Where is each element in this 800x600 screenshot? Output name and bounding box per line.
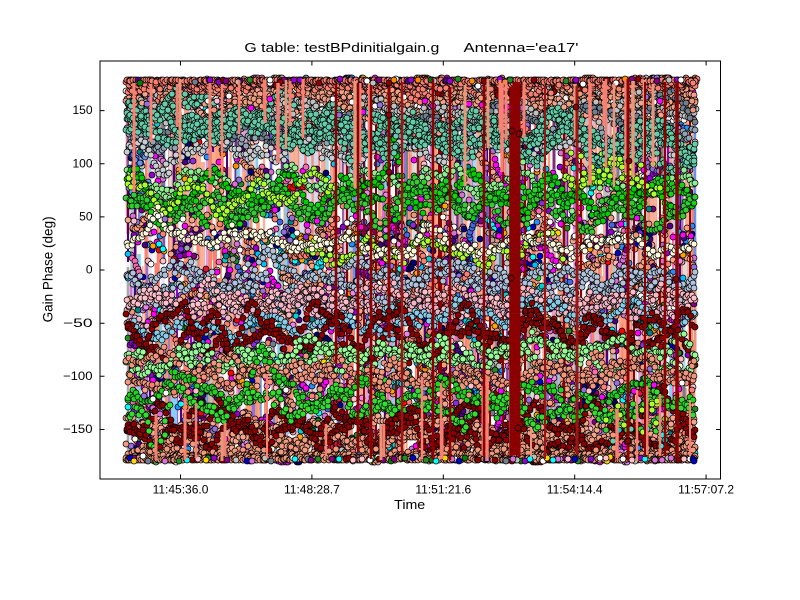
svg-text:11:57:07.2: 11:57:07.2 <box>678 483 734 497</box>
svg-text:100: 100 <box>72 156 92 170</box>
svg-text:11:45:36.0: 11:45:36.0 <box>153 483 209 497</box>
svg-text:0: 0 <box>86 263 93 277</box>
svg-text:Antenna='ea17': Antenna='ea17' <box>464 40 579 55</box>
svg-text:Time: Time <box>394 497 425 512</box>
svg-text:−50: −50 <box>63 316 93 330</box>
svg-text:150: 150 <box>72 103 92 117</box>
svg-text:50: 50 <box>79 210 93 224</box>
svg-text:11:48:28.7: 11:48:28.7 <box>284 483 340 497</box>
svg-text:11:54:14.4: 11:54:14.4 <box>547 483 603 497</box>
svg-text:11:51:21.6: 11:51:21.6 <box>415 483 471 497</box>
svg-text:G table: testBPdinitialgain.g: G table: testBPdinitialgain.g <box>244 40 439 55</box>
svg-text:Gain Phase (deg): Gain Phase (deg) <box>40 216 56 322</box>
svg-text:−100: −100 <box>63 369 93 383</box>
svg-text:−150: −150 <box>63 422 93 436</box>
